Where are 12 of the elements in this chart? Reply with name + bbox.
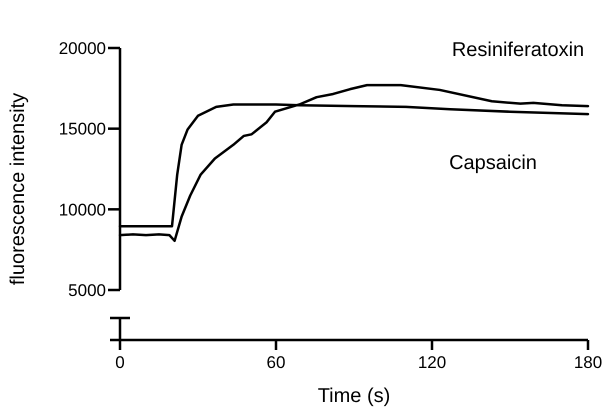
y-axis-title: fluorescence intensity xyxy=(7,92,29,286)
y-tick-label: 15000 xyxy=(58,120,106,139)
y-tick-label: 10000 xyxy=(58,200,106,220)
x-tick-label: 180 xyxy=(574,353,602,372)
x-axis-title: Time (s) xyxy=(318,385,390,407)
series-label: Capsaicin xyxy=(449,152,537,174)
y-tick-label: 20000 xyxy=(58,38,106,58)
x-tick-label: 60 xyxy=(266,353,286,372)
x-tick-label: 0 xyxy=(115,353,125,372)
series-label: Resiniferatoxin xyxy=(452,39,584,62)
y-tick-label: 5000 xyxy=(68,280,106,300)
x-tick-label: 120 xyxy=(418,353,446,372)
